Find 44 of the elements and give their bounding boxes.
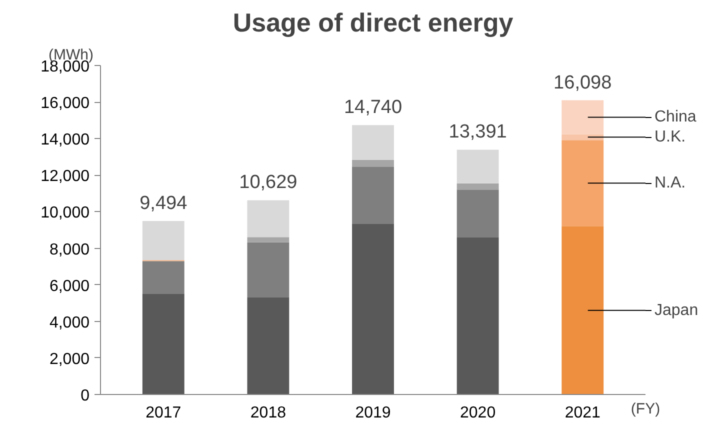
y-tick-label: 6,000 xyxy=(49,278,90,295)
bar xyxy=(562,226,604,394)
y-tick-label: 12,000 xyxy=(40,168,90,186)
text: Japan xyxy=(654,302,698,319)
bar xyxy=(562,100,604,134)
text: N.A. xyxy=(654,174,686,192)
bar xyxy=(247,297,290,394)
bar xyxy=(352,224,394,394)
y-tick-label: 8,000 xyxy=(49,241,90,258)
bar xyxy=(562,140,604,226)
total-label: 9,494 xyxy=(140,192,188,214)
text: U.K. xyxy=(654,128,686,146)
bar xyxy=(142,261,184,294)
bar xyxy=(456,183,499,190)
total-label: 14,740 xyxy=(344,97,402,118)
y-tick-label: 4,000 xyxy=(49,314,90,332)
y-tick-label: 0 xyxy=(80,388,90,404)
bar xyxy=(142,220,184,260)
x-tick-label: 2017 xyxy=(146,404,182,422)
total-label: 10,629 xyxy=(239,172,298,194)
bar xyxy=(562,134,604,140)
bar xyxy=(352,166,394,224)
y-tick-label: 10,000 xyxy=(40,204,90,222)
bar xyxy=(247,242,290,298)
x-tick-label: 2019 xyxy=(355,404,391,422)
x-tick-label: 2018 xyxy=(250,404,286,422)
bar xyxy=(352,160,394,167)
bar xyxy=(247,237,290,242)
total-label: 16,098 xyxy=(554,72,612,94)
bar xyxy=(456,237,499,394)
x-tick-label: 2020 xyxy=(460,404,496,422)
bar xyxy=(456,190,499,238)
bar xyxy=(142,294,184,394)
chart-title: Usage of direct energy xyxy=(232,8,514,38)
total-label: 13,391 xyxy=(448,122,507,143)
y-tick-label: 16,000 xyxy=(40,95,90,112)
x-tick-label: 2021 xyxy=(564,404,601,422)
bar xyxy=(247,200,290,238)
y-tick-label: 14,000 xyxy=(40,132,90,149)
x-axis-title: (FY) xyxy=(630,400,660,418)
bar xyxy=(352,125,394,160)
bar xyxy=(456,150,499,184)
y-tick-label: 2,000 xyxy=(49,350,90,368)
text: China xyxy=(654,108,696,126)
